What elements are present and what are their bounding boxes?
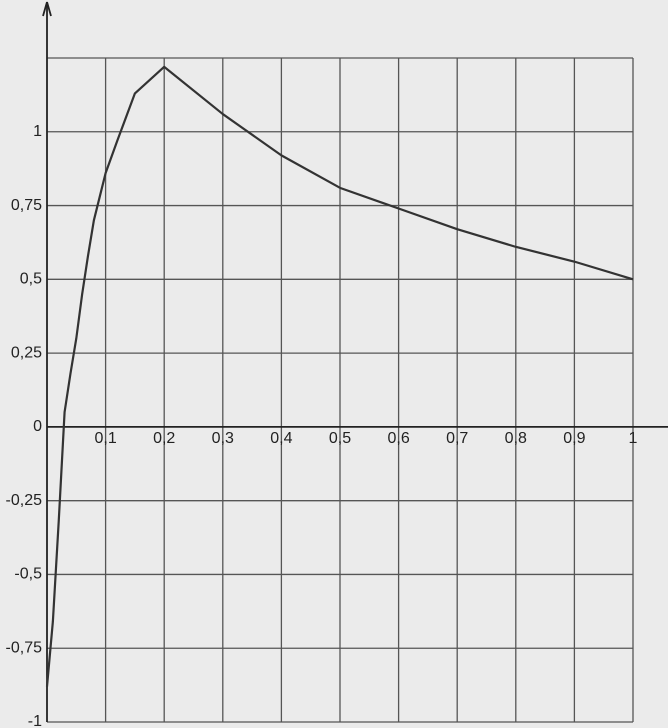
x-tick-label: 0,7 <box>446 430 468 447</box>
y-tick-label: 0,75 <box>11 197 42 214</box>
y-axis-arrow <box>42 1 52 17</box>
curve <box>45 65 634 687</box>
y-tick-label: -0,5 <box>14 566 42 583</box>
x-tick-label: 0,3 <box>212 430 234 447</box>
y-tick-label: 0,25 <box>11 344 42 361</box>
x-tick-label: 0,8 <box>505 430 527 447</box>
x-tick-label: 1 <box>629 430 638 447</box>
y-tick-label: 0,5 <box>20 271 42 288</box>
x-tick-label: 0,6 <box>387 430 409 447</box>
x-tick-label: 0,9 <box>563 430 585 447</box>
x-tick-label: 0,1 <box>94 430 116 447</box>
x-tick-label: 0,4 <box>270 430 292 447</box>
y-tick-label: -1 <box>28 713 42 728</box>
y-tick-label: -0,25 <box>6 492 43 509</box>
x-tick-label: 0,2 <box>153 430 175 447</box>
y-tick-label: 0 <box>33 418 42 435</box>
x-tick-label: 0,5 <box>329 430 351 447</box>
y-tick-label: 1 <box>33 123 42 140</box>
y-tick-label: -0,75 <box>6 639 43 656</box>
